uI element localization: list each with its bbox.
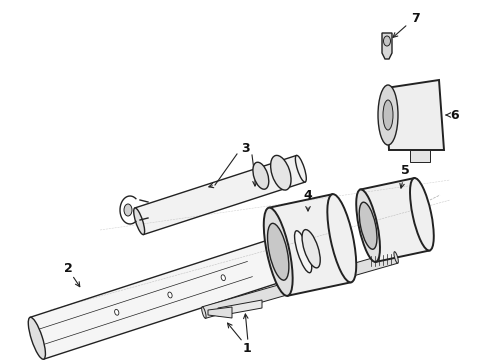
Polygon shape [135, 156, 305, 235]
Ellipse shape [268, 223, 289, 280]
Polygon shape [382, 33, 392, 59]
Polygon shape [218, 300, 262, 316]
Text: 6: 6 [451, 108, 459, 122]
Ellipse shape [410, 178, 434, 251]
Text: 4: 4 [304, 189, 313, 202]
Text: 3: 3 [241, 141, 249, 154]
Text: 7: 7 [411, 12, 419, 24]
Ellipse shape [302, 230, 320, 268]
Polygon shape [410, 150, 430, 162]
Text: 1: 1 [243, 342, 251, 355]
Polygon shape [202, 252, 398, 318]
Text: 5: 5 [401, 163, 409, 176]
Ellipse shape [115, 309, 119, 315]
Polygon shape [208, 307, 232, 318]
Ellipse shape [359, 202, 377, 249]
Ellipse shape [394, 252, 398, 263]
Ellipse shape [134, 208, 145, 235]
Polygon shape [361, 178, 430, 262]
Ellipse shape [356, 189, 380, 262]
Ellipse shape [202, 307, 206, 318]
Ellipse shape [168, 292, 172, 298]
Ellipse shape [294, 231, 312, 273]
Ellipse shape [327, 194, 356, 282]
Ellipse shape [221, 275, 225, 280]
Polygon shape [269, 194, 351, 296]
Ellipse shape [253, 162, 269, 189]
Polygon shape [30, 231, 310, 359]
Polygon shape [386, 80, 444, 150]
Ellipse shape [264, 208, 293, 296]
Ellipse shape [383, 100, 393, 130]
Ellipse shape [124, 204, 132, 216]
Ellipse shape [384, 36, 391, 46]
Ellipse shape [378, 85, 398, 145]
Ellipse shape [270, 156, 291, 190]
Ellipse shape [28, 317, 46, 359]
Text: 2: 2 [64, 261, 73, 274]
Ellipse shape [295, 156, 306, 182]
